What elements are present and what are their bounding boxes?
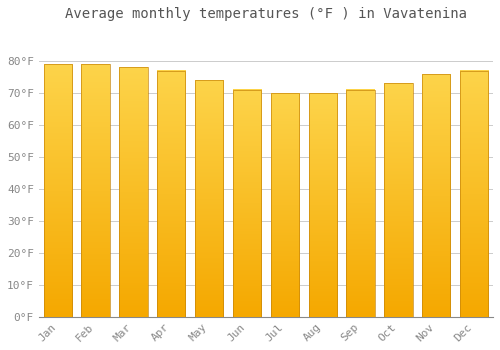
Bar — [44, 64, 72, 317]
Bar — [384, 83, 412, 317]
Bar — [195, 80, 224, 317]
Bar — [346, 90, 375, 317]
Bar — [460, 71, 488, 317]
Title: Average monthly temperatures (°F ) in Vavatenina: Average monthly temperatures (°F ) in Va… — [65, 7, 467, 21]
Bar — [233, 90, 261, 317]
Bar — [270, 93, 299, 317]
Bar — [308, 93, 337, 317]
Bar — [157, 71, 186, 317]
Bar — [422, 74, 450, 317]
Bar — [119, 68, 148, 317]
Bar — [82, 64, 110, 317]
